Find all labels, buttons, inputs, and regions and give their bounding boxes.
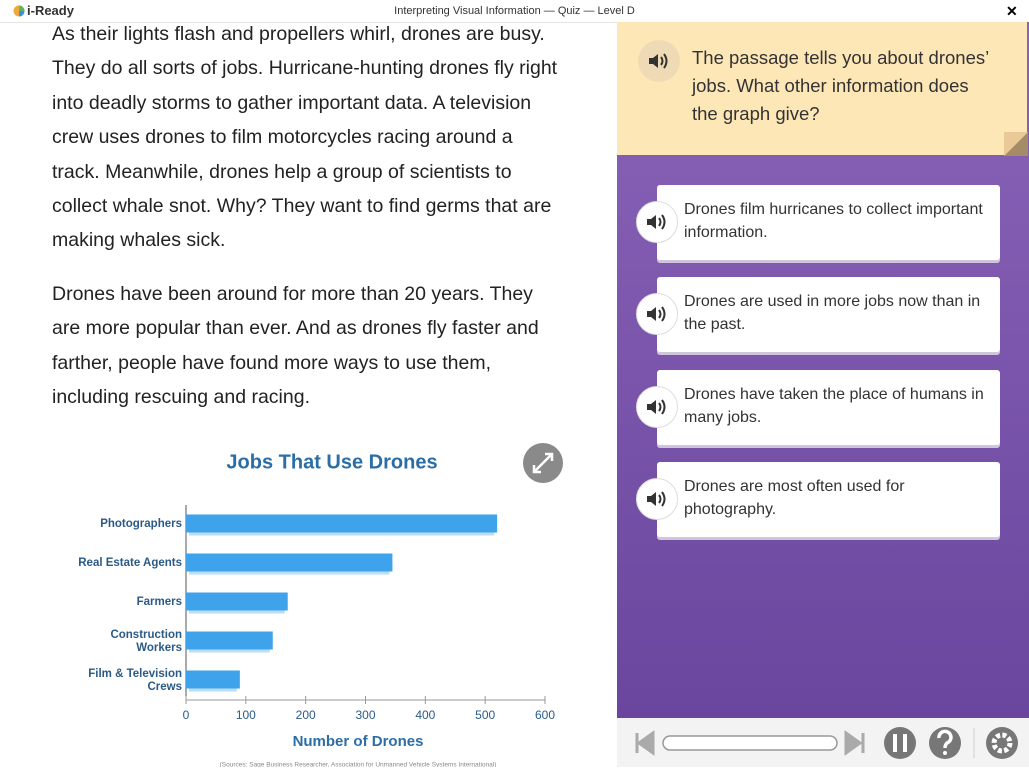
next-button[interactable] — [844, 730, 865, 756]
prev-button[interactable] — [635, 730, 655, 756]
fold — [1004, 132, 1028, 156]
speaker-waves — [658, 306, 666, 322]
y-tick-label: Real Estate Agents — [78, 557, 182, 569]
speaker[interactable] — [636, 386, 678, 428]
settings-button[interactable] — [986, 727, 1018, 759]
close-button[interactable]: ✕ — [1006, 3, 1018, 19]
chart: Jobs That Use Drones 0 100 200 300 400 500 600 N… — [78, 443, 563, 767]
x-tick-label: 400 — [415, 708, 435, 722]
x-tick-label: 100 — [236, 708, 256, 722]
speaker-shape — [649, 54, 658, 68]
x-tick-label: 300 — [355, 708, 375, 722]
speaker-waves — [658, 491, 666, 507]
source: (Sources: Sage Business Researcher, Asso… — [220, 762, 497, 767]
text-line: are more popular than ever. And as drone… — [52, 317, 539, 340]
speaker-shape — [647, 307, 656, 321]
choice[interactable]: Drones are used in more jobs now than in… — [657, 277, 1000, 352]
logo: i-Ready — [27, 3, 74, 18]
speaker-icon — [649, 53, 668, 69]
speaker-icon — [647, 214, 666, 230]
x-axis-label: Number of Drones — [293, 733, 424, 750]
bar — [186, 631, 273, 650]
pause-button[interactable] — [884, 727, 916, 759]
settings-icon — [991, 732, 1013, 754]
text-line: into deadly storms to gather important d… — [52, 91, 532, 114]
y-tick-label: Film & Television Crews — [88, 667, 182, 693]
speaker-waves — [658, 399, 666, 415]
progress-bar — [662, 735, 838, 751]
category-label-box: Farmers — [136, 596, 182, 608]
bar — [186, 514, 498, 533]
speaker-shape — [647, 400, 656, 414]
text-line: track. Meanwhile, drones help a group of… — [52, 160, 512, 183]
choice[interactable]: Drones have taken the place of humans in… — [657, 370, 1000, 445]
help-icon — [937, 729, 953, 749]
text-line: crew uses drones to film motorcycles rac… — [52, 126, 513, 149]
category-label-box: Construction Workers — [110, 628, 182, 654]
chart-title: Jobs That Use Drones — [226, 451, 437, 473]
pause-icon — [893, 734, 907, 752]
y-tick-label: Construction Workers — [110, 628, 182, 654]
category-label-box: Film & Television Crews — [88, 667, 182, 693]
speaker-shape — [647, 215, 656, 229]
question-text: The passage tells you about drones’ jobs… — [692, 47, 989, 124]
x-tick-label: 600 — [535, 708, 555, 722]
help-dot — [943, 751, 947, 755]
speaker-icon — [647, 399, 666, 415]
text-line: As their lights flash and propellers whi… — [52, 23, 545, 45]
controls — [635, 727, 1018, 759]
speaker[interactable] — [638, 40, 680, 82]
bar — [186, 592, 288, 611]
speaker-shape — [647, 492, 656, 506]
x-tick-label: 0 — [183, 708, 190, 722]
speaker[interactable] — [636, 201, 678, 243]
category-label-box: Real Estate Agents — [78, 557, 182, 569]
text-line: farther, people have found more ways to … — [52, 351, 492, 374]
y-tick-label: Photographers — [100, 518, 182, 530]
bar — [186, 553, 393, 572]
top-bar: i-Ready Interpreting Visual Information … — [0, 0, 1029, 23]
expand-icon — [532, 452, 554, 474]
text-line: including rescuing and racing. — [52, 386, 310, 409]
speaker-waves — [658, 214, 666, 230]
speaker-waves — [660, 53, 668, 69]
choice[interactable]: Drones film hurricanes to collect import… — [657, 185, 1000, 260]
y-tick-label: Farmers — [136, 596, 182, 608]
category-label-box: Photographers — [100, 518, 182, 530]
title: Interpreting Visual Information — Quiz —… — [394, 5, 635, 17]
speaker-icon — [647, 306, 666, 322]
x-tick-label: 500 — [475, 708, 495, 722]
logo-icon — [13, 5, 25, 17]
question-box — [617, 22, 1027, 155]
choice[interactable]: Drones are most often used for photograp… — [657, 462, 1000, 537]
passage: As their lights flash and propellers whi… — [52, 17, 612, 433]
text-line: They do all sorts of jobs. Hurricane-hun… — [52, 57, 558, 80]
x-tick-label: 200 — [296, 708, 316, 722]
speaker[interactable] — [636, 478, 678, 520]
bar — [186, 670, 240, 689]
paragraph: Drones have been around for more than 20… — [52, 277, 612, 415]
speaker[interactable] — [636, 293, 678, 335]
speaker-icon — [647, 491, 666, 507]
text-line: making whales sick. — [52, 229, 226, 252]
text-line: Drones have been around for more than 20… — [52, 282, 533, 305]
bottom-bar — [617, 718, 1029, 767]
paragraph: As their lights flash and propellers whi… — [52, 17, 612, 258]
text-line: collect whale snot. Why? They want to fi… — [52, 195, 552, 218]
